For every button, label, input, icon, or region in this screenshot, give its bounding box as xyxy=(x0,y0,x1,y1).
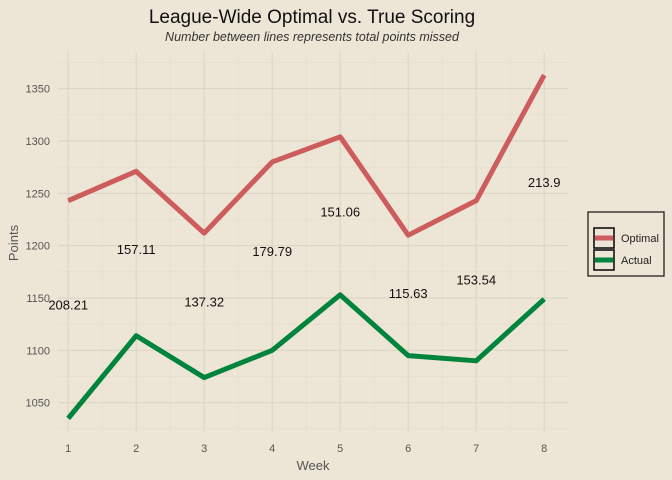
x-tick-label: 6 xyxy=(405,443,411,455)
y-tick-label: 1250 xyxy=(26,188,50,200)
points-missed-label: 115.63 xyxy=(389,286,428,301)
series-lines xyxy=(66,73,547,420)
y-tick-label: 1150 xyxy=(26,293,50,305)
x-tick-label: 7 xyxy=(473,443,479,455)
chart-title: League-Wide Optimal vs. True Scoring xyxy=(149,7,475,28)
annotations: 208.21 157.11 137.32 179.79 151.06 115.63 153.… xyxy=(48,175,560,312)
legend-key-box xyxy=(593,227,615,249)
x-tick-label: 8 xyxy=(541,443,547,455)
series-line-actual xyxy=(66,292,546,420)
legend-key-box xyxy=(593,249,615,271)
points-missed-label: 151.06 xyxy=(320,204,360,219)
y-tick-label: 1100 xyxy=(26,345,50,357)
points-missed-label: 137.32 xyxy=(184,294,224,309)
x-tick-label: 2 xyxy=(133,443,139,455)
points-missed-label: 208.21 xyxy=(48,298,88,313)
legend-label-optimal: Optimal xyxy=(621,233,659,245)
x-tick-label: 3 xyxy=(201,443,207,455)
y-tick-label: 1200 xyxy=(26,241,50,253)
points-missed-label: 153.54 xyxy=(456,272,496,287)
x-axis-ticks: 1 2 3 4 5 6 7 8 xyxy=(65,443,547,455)
chart-subtitle: Number between lines represents total po… xyxy=(165,30,460,44)
y-tick-label: 1050 xyxy=(26,398,50,410)
points-missed-label: 179.79 xyxy=(252,244,292,259)
legend-label-actual: Actual xyxy=(621,255,652,267)
legend-box xyxy=(587,211,665,277)
y-tick-label: 1350 xyxy=(26,84,50,96)
x-tick-label: 1 xyxy=(65,443,71,455)
series-line-optimal xyxy=(67,73,547,238)
grid xyxy=(58,52,568,432)
x-tick-label: 4 xyxy=(269,443,275,455)
x-tick-label: 5 xyxy=(337,443,343,455)
y-tick-label: 1300 xyxy=(26,136,50,148)
points-missed-label: 213.9 xyxy=(528,175,561,190)
y-axis-ticks: 1050 1100 1150 1200 1250 1300 1350 xyxy=(26,84,50,410)
legend: Optimal Actual xyxy=(587,211,665,277)
points-missed-label: 157.11 xyxy=(117,242,156,257)
y-axis-label: Points xyxy=(6,224,21,261)
x-axis-label: Week xyxy=(297,458,330,473)
